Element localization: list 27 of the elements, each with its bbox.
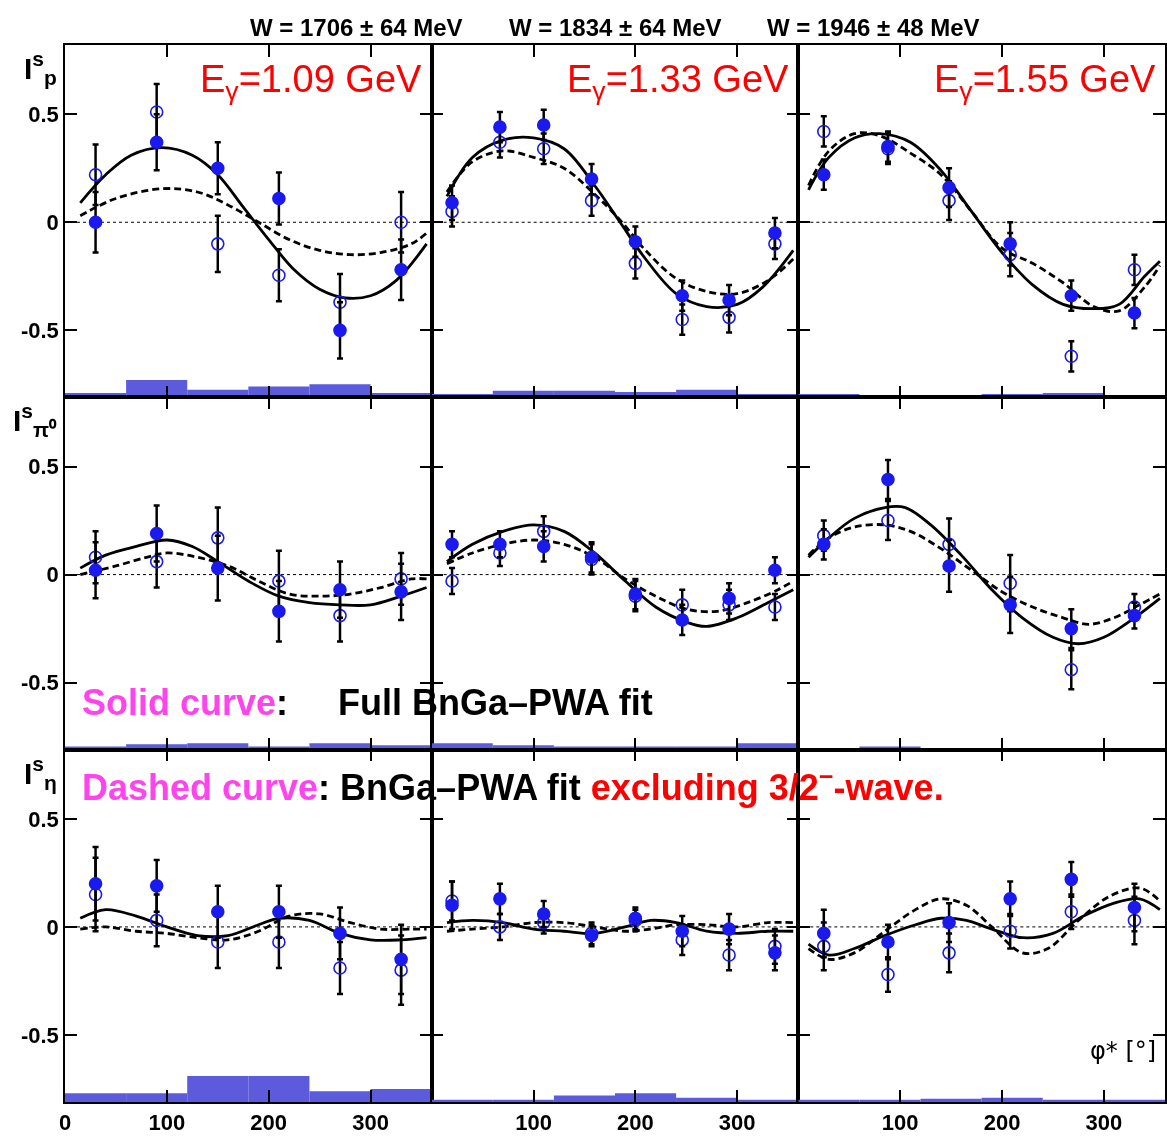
y-tick-label: -0.5 bbox=[20, 318, 59, 344]
y-tick-label: 0 bbox=[46, 562, 59, 588]
y-tick-label: -0.5 bbox=[20, 670, 59, 696]
x-tick-label: 200 bbox=[983, 1110, 1021, 1136]
x-tick-label: 300 bbox=[1085, 1110, 1123, 1136]
chart-title: W = 1946 ± 48 MeV bbox=[767, 14, 980, 41]
annotation: E$_{γ}$=1.33 GeV bbox=[567, 58, 790, 106]
y-tick-label: 0 bbox=[46, 209, 59, 235]
x-axis-title: φ* [°] bbox=[1090, 1037, 1157, 1065]
y-tick-label: 0.5 bbox=[28, 806, 59, 832]
y-tick-label: 0.5 bbox=[28, 101, 59, 127]
chart-title: W = 1706 ± 64 MeV bbox=[250, 14, 463, 41]
x-tick-label: 100 bbox=[881, 1110, 919, 1136]
x-tick-label: 100 bbox=[148, 1110, 186, 1136]
x-tick-label: 100 bbox=[515, 1110, 552, 1136]
annotation: Dashed curve bbox=[82, 767, 319, 809]
annotation: E$_{γ}$=1.55 GeV bbox=[934, 58, 1157, 106]
y-tick-label: -0.5 bbox=[20, 1022, 59, 1048]
y-tick-label: 0.5 bbox=[28, 454, 59, 480]
annotation: E$_{γ}$=1.09 GeV bbox=[200, 58, 423, 106]
chart-title: W = 1834 ± 64 MeV bbox=[509, 14, 722, 41]
x-tick-label: 300 bbox=[718, 1110, 756, 1136]
x-tick-label: 200 bbox=[250, 1110, 288, 1136]
x-tick-label: 200 bbox=[617, 1110, 654, 1136]
y-tick-label: 0 bbox=[46, 914, 59, 940]
annotation: Solid curve bbox=[82, 682, 277, 723]
x-tick-label: 300 bbox=[352, 1110, 389, 1136]
